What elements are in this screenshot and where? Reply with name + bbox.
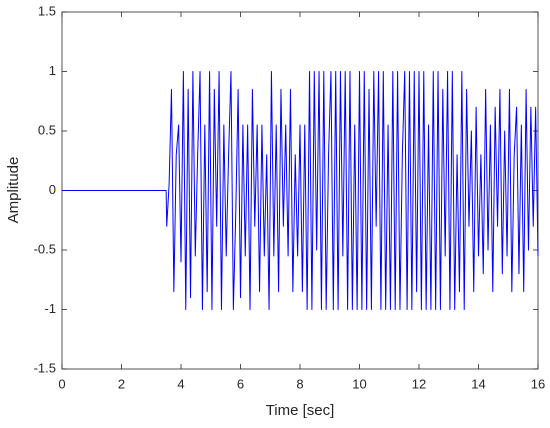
- x-tick-label: 14: [471, 376, 485, 391]
- x-tick-label: 8: [296, 376, 303, 391]
- x-tick-label: 0: [58, 376, 65, 391]
- y-axis-label: Amplitude: [5, 157, 22, 224]
- signal-line: [62, 71, 539, 310]
- x-axis-label: Time [sec]: [266, 402, 335, 419]
- y-tick-label: 1.5: [38, 3, 56, 18]
- y-tick-label: 0.5: [38, 122, 56, 137]
- x-tick-label: 10: [352, 376, 366, 391]
- y-tick-label: -0.5: [34, 241, 56, 256]
- x-tick-label: 16: [531, 376, 545, 391]
- y-tick-label: 0: [49, 182, 56, 197]
- x-tick-label: 12: [412, 376, 426, 391]
- x-tick-label: 2: [118, 376, 125, 391]
- y-tick-label: -1.5: [34, 360, 56, 375]
- x-tick-label: 4: [177, 376, 184, 391]
- y-tick-label: -1: [44, 301, 56, 316]
- y-tick-label: 1: [49, 63, 56, 78]
- x-tick-label: 6: [237, 376, 244, 391]
